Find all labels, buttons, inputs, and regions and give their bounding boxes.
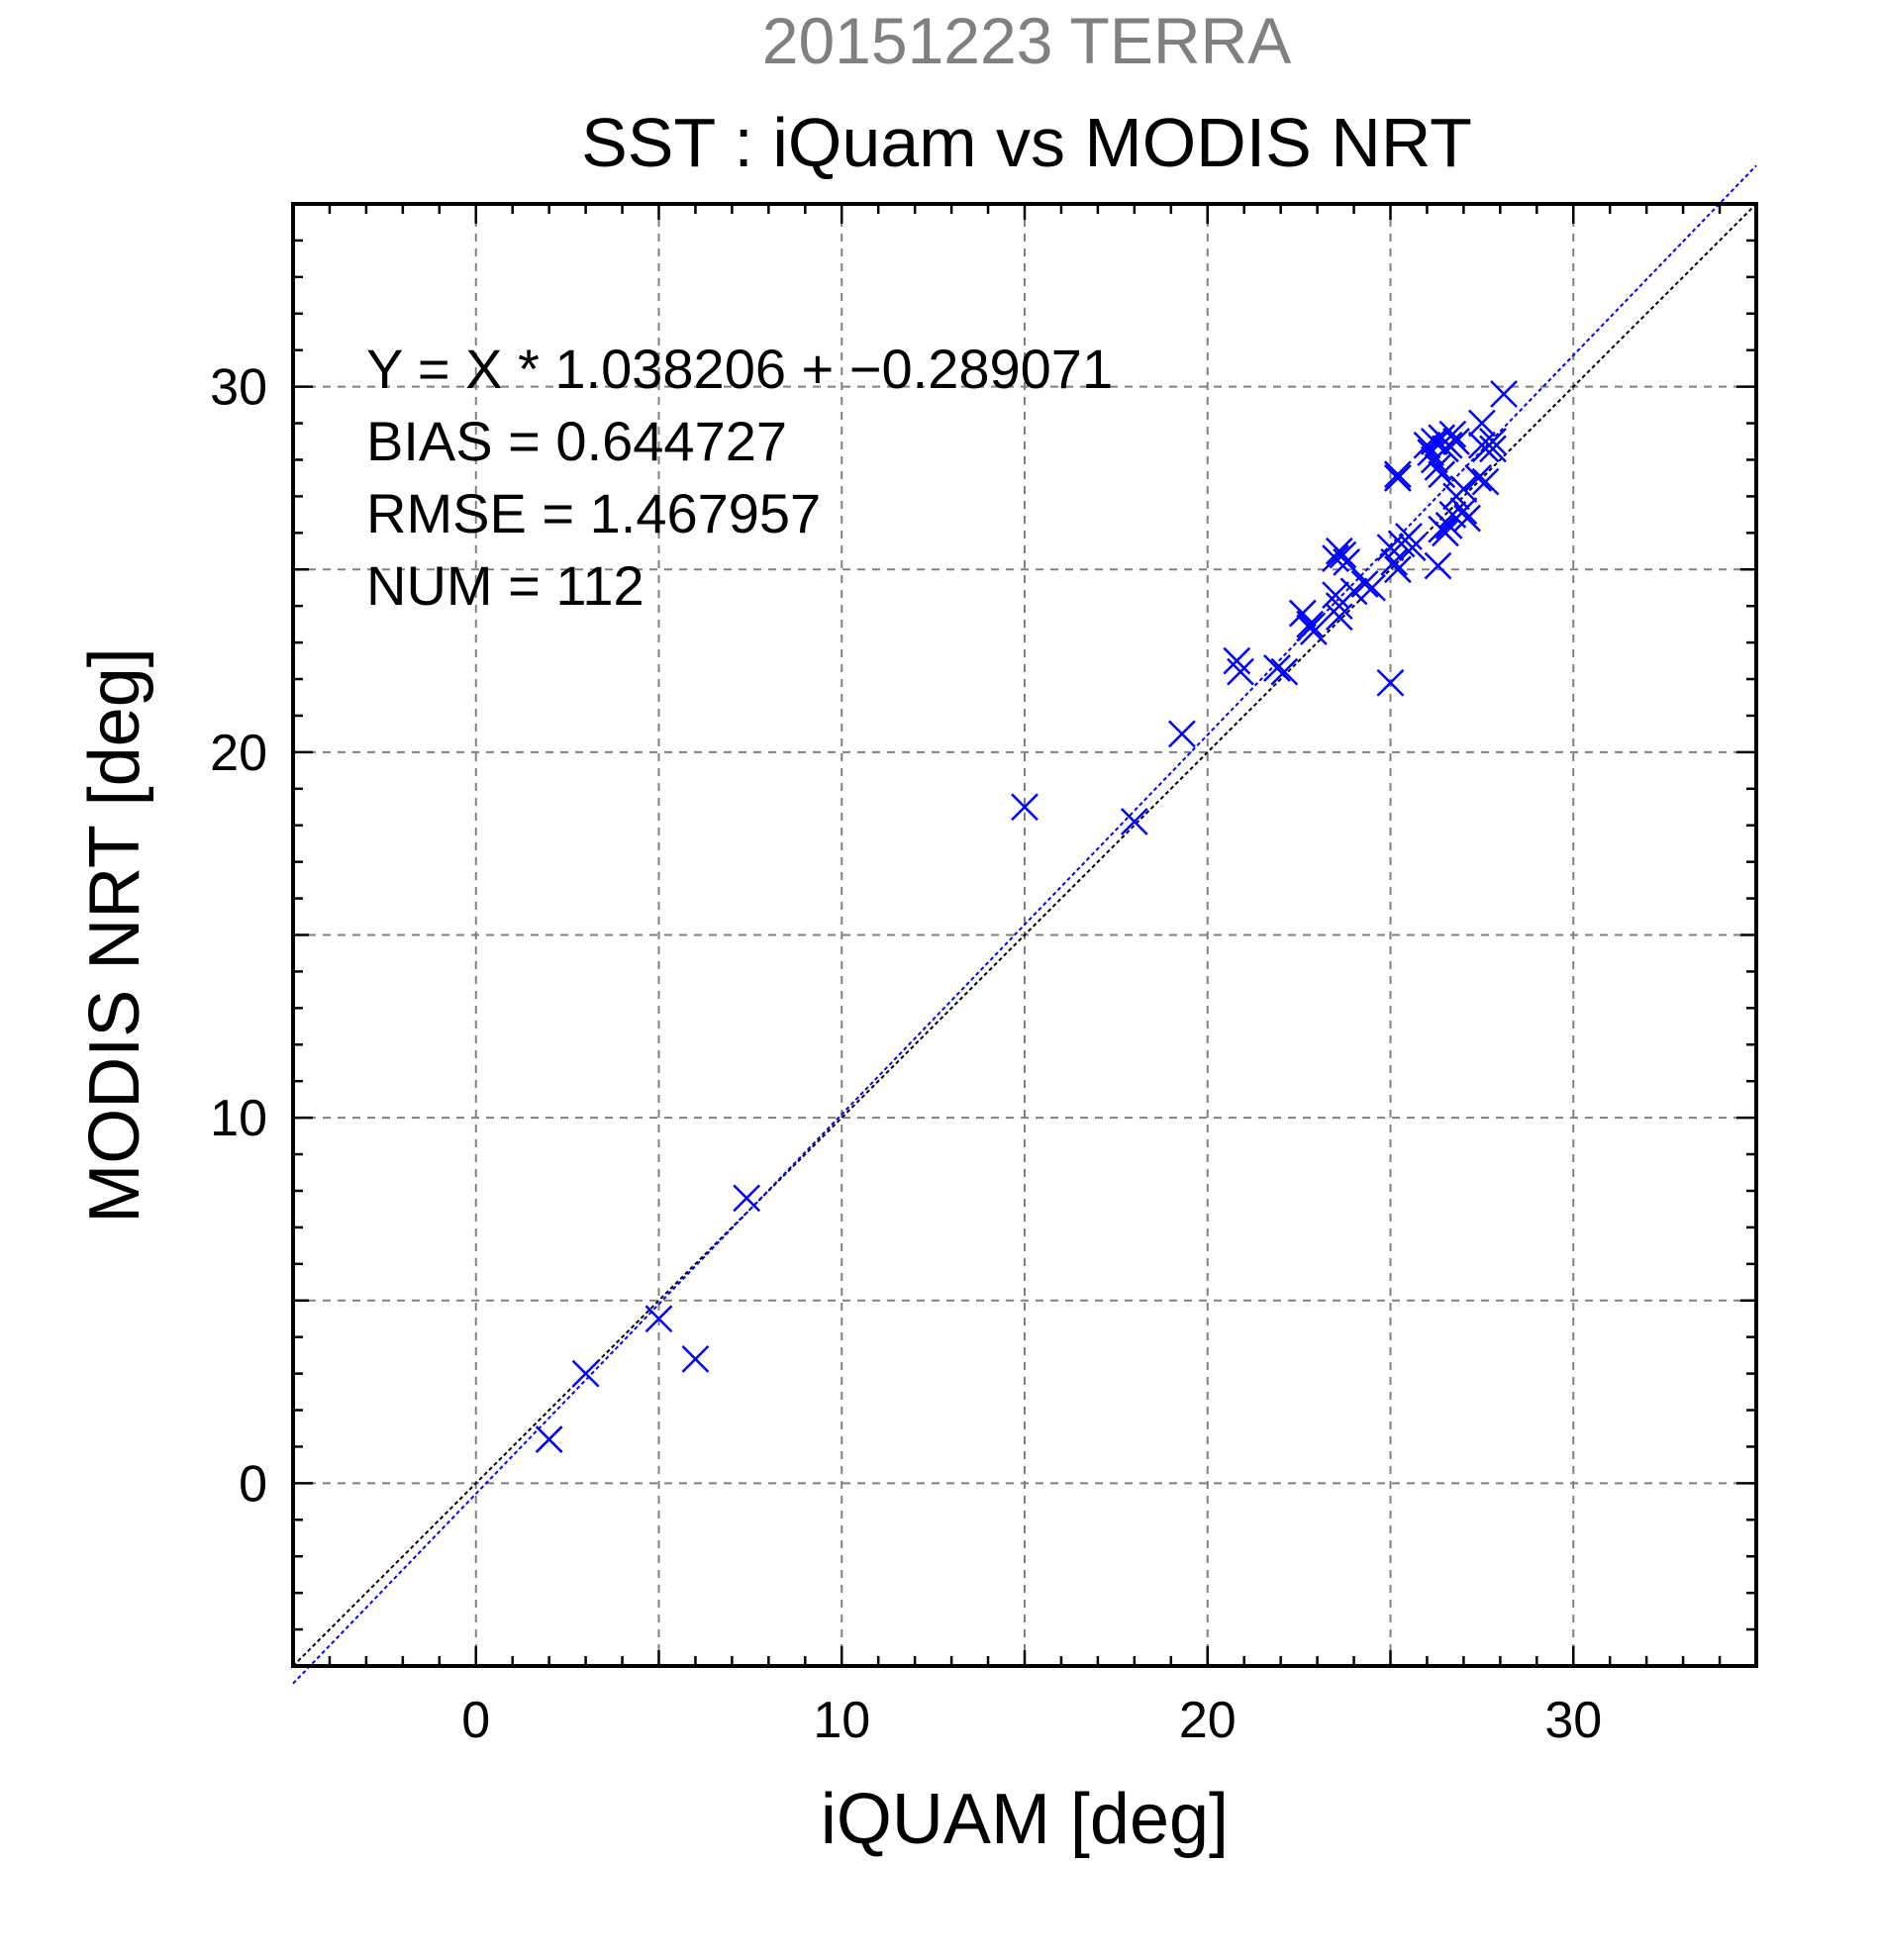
data-point: [1435, 431, 1463, 459]
data-point: [1300, 618, 1328, 645]
data-point: [1432, 519, 1459, 547]
data-point: [1168, 720, 1196, 748]
stats-line: BIAS = 0.644727: [366, 410, 787, 472]
stats-line: Y = X * 1.038206 + −0.289071: [366, 338, 1113, 400]
data-point: [733, 1184, 761, 1213]
data-point: [1424, 551, 1452, 580]
data-point: [1350, 570, 1379, 598]
data-point: [1270, 657, 1299, 686]
x-tick-label: 10: [813, 1692, 870, 1749]
data-point: [1376, 668, 1405, 697]
data-point: [1398, 534, 1427, 561]
data-point: [681, 1344, 710, 1373]
data-point: [1479, 428, 1507, 455]
data-point: [1380, 547, 1409, 576]
data-point: [1449, 497, 1478, 526]
data-point: [1442, 428, 1470, 455]
data-point: [1428, 460, 1456, 489]
identity-line: [292, 203, 1757, 1667]
data-point: [1471, 467, 1500, 496]
data-point: [1263, 654, 1291, 682]
data-point: [1227, 657, 1254, 686]
data-point: [1490, 380, 1518, 408]
data-point: [1296, 610, 1325, 638]
y-tick-label: 10: [210, 1090, 267, 1147]
data-point: [1438, 420, 1467, 448]
stats-line: RMSE = 1.467957: [366, 482, 821, 544]
data-point: [1333, 547, 1361, 576]
data-point: [1464, 464, 1493, 492]
fit-line: [292, 164, 1757, 1685]
data-point: [1358, 573, 1386, 602]
data-point: [1424, 452, 1452, 481]
data-point: [1011, 793, 1039, 822]
y-tick-label: 20: [210, 725, 267, 782]
chart-title: 20151223 TERRA: [762, 4, 1291, 77]
data-point: [1479, 435, 1507, 463]
data-point: [1223, 646, 1251, 675]
x-tick-label: 20: [1179, 1692, 1237, 1749]
data-point: [1322, 544, 1349, 573]
data-point: [1325, 603, 1353, 632]
reference-lines: [292, 164, 1757, 1685]
x-tick-label: 30: [1544, 1692, 1602, 1749]
data-point: [1384, 464, 1412, 492]
x-axis-label: iQUAM [deg]: [821, 1780, 1229, 1859]
y-axis-label: MODIS NRT [deg]: [75, 647, 154, 1224]
y-tick-label: 0: [239, 1455, 267, 1513]
data-point: [1449, 475, 1478, 503]
plot-frame: [291, 202, 1758, 1668]
stats-line: NUM = 112: [366, 554, 644, 617]
data-point: [1453, 504, 1481, 533]
stats-annotation: Y = X * 1.038206 + −0.289071 BIAS = 0.644…: [366, 338, 1113, 617]
data-point: [535, 1425, 563, 1453]
data-point: [1384, 555, 1412, 584]
data-points: [535, 380, 1518, 1453]
data-point: [1329, 540, 1357, 569]
chart-subtitle: SST : iQuam vs MODIS NRT: [581, 104, 1472, 181]
x-tick-label: 0: [461, 1692, 490, 1749]
data-point: [1384, 460, 1412, 489]
data-point: [1467, 409, 1496, 438]
y-tick-label: 30: [210, 359, 267, 417]
data-point: [644, 1305, 673, 1333]
data-point: [1395, 523, 1423, 550]
data-point: [571, 1359, 600, 1388]
data-point: [1120, 808, 1148, 835]
data-point: [1413, 431, 1441, 459]
